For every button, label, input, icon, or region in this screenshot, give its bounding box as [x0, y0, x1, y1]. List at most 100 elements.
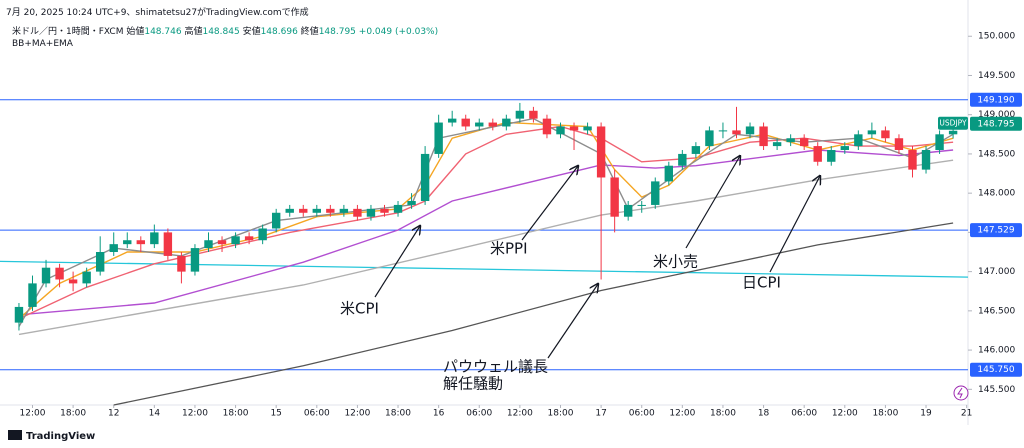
arrow — [521, 166, 578, 241]
tv-logo — [8, 430, 22, 440]
x-tick-label: 18:00 — [385, 409, 411, 419]
x-tick-label: 18:00 — [872, 409, 898, 419]
candle-body — [759, 126, 768, 147]
x-tick-label: 18:00 — [60, 409, 86, 419]
candle-body — [136, 240, 145, 245]
candle-body — [908, 150, 917, 170]
candle-body — [68, 279, 78, 284]
candle-body — [881, 130, 890, 139]
y-tick-label: 147.000 — [978, 267, 1015, 277]
candle-body — [177, 255, 186, 272]
candle-body — [204, 240, 213, 249]
candle-body — [28, 283, 37, 307]
arrow — [769, 176, 820, 273]
y-tick-label: 145.500 — [978, 385, 1015, 395]
x-tick-label: 06:00 — [629, 409, 655, 419]
y-tick-label: 146.000 — [978, 346, 1015, 356]
candle-body — [529, 110, 538, 119]
candle-body — [82, 271, 91, 284]
high-value: 148.845 — [202, 27, 240, 37]
candle-body — [840, 146, 849, 151]
annotation-arrows — [374, 156, 820, 359]
arrow — [685, 156, 740, 249]
candle-body — [217, 240, 227, 245]
candle-body — [14, 306, 24, 323]
price-line-label: 147.529 — [977, 226, 1014, 236]
candle-body — [556, 126, 565, 135]
indicators: BB+MA+EMA — [12, 39, 73, 49]
y-tick-label: 148.500 — [978, 149, 1015, 159]
candle-body — [55, 267, 64, 280]
candle-body — [596, 126, 606, 178]
candle-body — [664, 165, 673, 182]
indicator-line — [18, 117, 954, 327]
legend-line: 米ドル／円・1時間・FXCM 始値148.746 高値148.845 安値148… — [12, 24, 438, 37]
candle-body — [447, 118, 457, 123]
x-tick-label: 18:00 — [710, 409, 736, 419]
indicator-line — [18, 125, 954, 320]
alert-icon[interactable] — [953, 385, 969, 401]
candle-body — [799, 138, 809, 147]
candle-body — [651, 181, 660, 205]
x-tick-label: 12 — [108, 409, 119, 419]
candle-body — [109, 244, 118, 253]
candle-body — [434, 122, 443, 154]
change: +0.049 (+0.03%) — [358, 27, 439, 37]
candle-body — [786, 138, 795, 143]
last-symbol-tag — [938, 116, 968, 130]
candle-body — [231, 236, 240, 245]
y-tick-label: 148.000 — [978, 189, 1015, 199]
candle-body — [285, 208, 294, 213]
candle-body — [299, 208, 308, 213]
indicator-line — [113, 222, 954, 406]
candle-body — [718, 130, 728, 132]
y-tick-label: 149.000 — [978, 110, 1015, 120]
x-tick-label: 06:00 — [304, 409, 330, 419]
candle-body — [732, 130, 741, 135]
candle-body — [542, 118, 552, 135]
candle-body — [948, 130, 958, 135]
arrow — [374, 226, 420, 298]
x-tick-label: 21 — [961, 409, 972, 419]
candle-body — [475, 122, 484, 127]
candle-body — [420, 153, 430, 202]
low-value: 148.696 — [260, 27, 298, 37]
close-label: 終値 — [300, 27, 319, 37]
x-tick-label: 12:00 — [507, 409, 533, 419]
candle-body — [41, 267, 51, 284]
indicator-line — [18, 121, 954, 320]
x-tick-label: 19 — [920, 409, 932, 419]
candle-body — [123, 240, 132, 245]
candle-body — [407, 201, 416, 205]
candle-body — [745, 126, 755, 135]
candle-body — [271, 212, 281, 229]
candle-body — [691, 146, 701, 154]
x-tick-label: 12:00 — [182, 409, 208, 419]
indicator-line — [0, 260, 969, 278]
candle-body — [678, 153, 687, 166]
candle-body — [393, 204, 403, 213]
x-tick-label: 12:00 — [344, 409, 370, 419]
candle-body — [339, 208, 349, 213]
y-tick-label: 150.000 — [978, 32, 1015, 42]
candle-body — [312, 208, 321, 213]
footer-brand: TradingView — [26, 431, 95, 442]
last-price-label: 148.795 — [977, 119, 1014, 129]
x-tick-label: 06:00 — [466, 409, 492, 419]
candle-body — [867, 130, 877, 135]
price-line-tag — [970, 362, 1022, 377]
x-tick-label: 12:00 — [669, 409, 695, 419]
candle-body — [921, 150, 931, 170]
arrow — [547, 284, 598, 359]
candle-body — [569, 126, 579, 131]
annotation: 解任騒動 — [443, 375, 503, 393]
x-tick-label: 15 — [270, 409, 281, 419]
candle-body — [583, 126, 592, 131]
y-tick-label: 146.500 — [978, 306, 1015, 316]
symbol: 米ドル／円・1時間・FXCM — [12, 27, 124, 37]
candle-body — [610, 177, 619, 217]
candle-body — [366, 208, 376, 217]
x-tick-label: 16 — [433, 409, 445, 419]
